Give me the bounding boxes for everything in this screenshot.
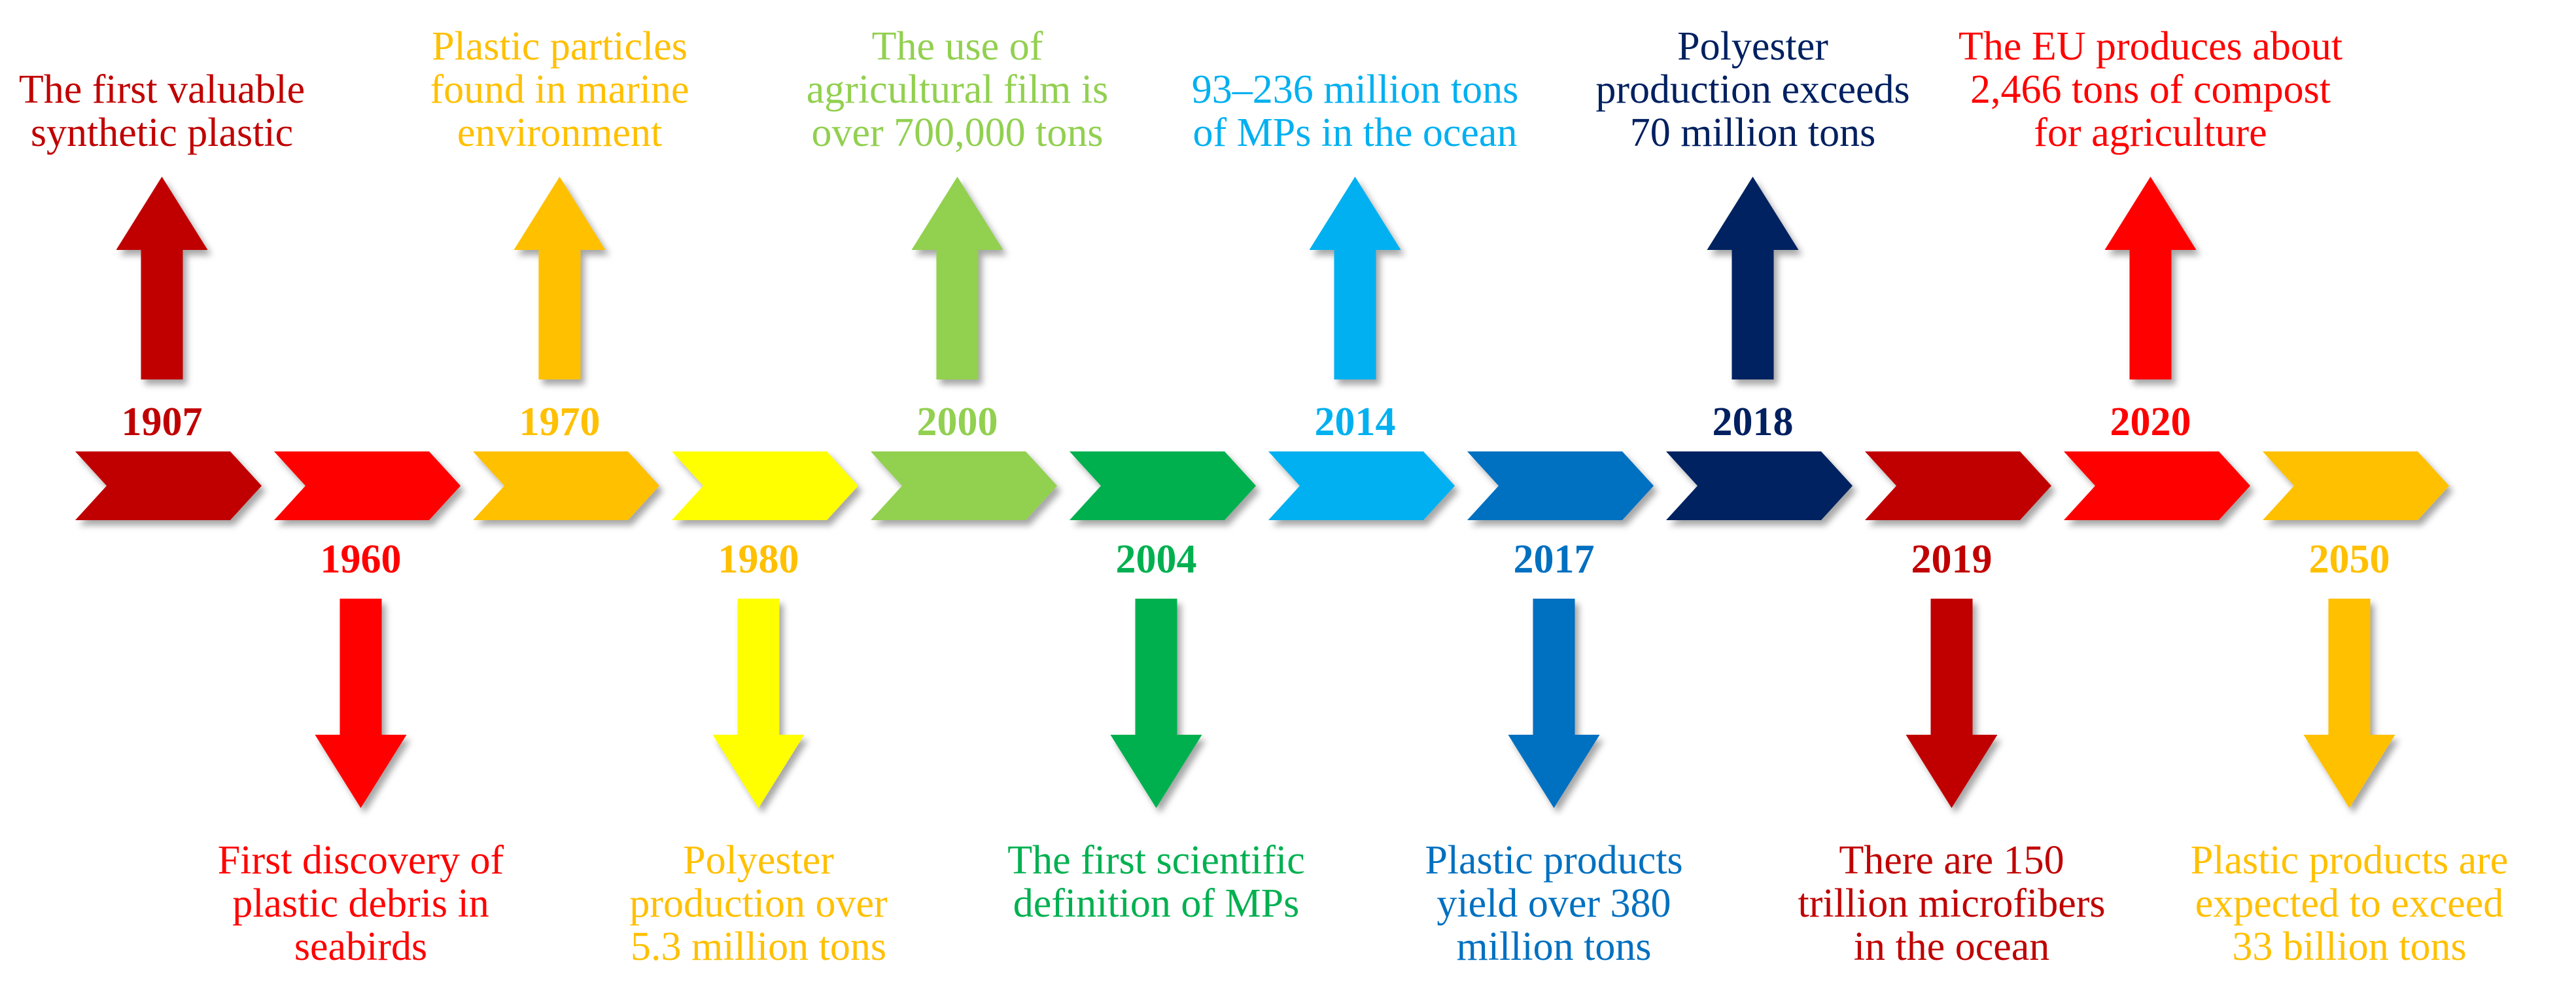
arrow-down-2050 [2303, 599, 2395, 808]
description-line: First discovery of [218, 838, 504, 883]
description-line: The first scientific [1007, 838, 1305, 883]
description-line: synthetic plastic [31, 111, 293, 155]
arrow-down-1960 [315, 599, 407, 808]
description-line: expected to exceed [2195, 881, 2504, 926]
arrow-down-2019 [1906, 599, 1998, 808]
arrow-up-2018 [1707, 177, 1799, 379]
event-description-2014: 93–236 million tons of MPs in the ocean [1192, 67, 1518, 155]
description-line: for agriculture [2034, 111, 2267, 155]
description-line: Plastic products are [2191, 838, 2509, 883]
event-description-1907: The first valuable synthetic plastic [19, 67, 305, 155]
arrow-up-2014 [1309, 177, 1401, 379]
chevron-2020 [2064, 451, 2250, 520]
description-line: The first valuable [19, 67, 305, 112]
chevron-1907 [75, 451, 262, 520]
chevron-1970 [473, 451, 659, 520]
chevron-2018 [1666, 451, 1853, 520]
description-line: plastic debris in [232, 881, 489, 926]
description-line: 70 million tons [1630, 111, 1875, 155]
description-line: definition of MPs [1013, 881, 1299, 926]
description-line: production exceeds [1595, 67, 1909, 112]
description-line: Polyester [1677, 24, 1828, 69]
description-line: Polyester [683, 838, 834, 883]
chevron-2050 [2263, 451, 2449, 520]
year-label-2019: 2019 [1911, 537, 1993, 582]
chevron-2014 [1268, 451, 1455, 520]
description-line: seabirds [294, 924, 427, 969]
description-line: 33 billion tons [2232, 924, 2466, 969]
description-line: in the ocean [1854, 924, 2050, 969]
chevron-2017 [1467, 451, 1654, 520]
arrow-up-2020 [2104, 177, 2197, 379]
chevron-row [75, 451, 2449, 520]
event-description-2050: Plastic products are expected to exceed 33… [2191, 838, 2509, 969]
event-description-2004: The first scientific definition of MPs [1007, 838, 1305, 926]
description-line: Plastic particles [432, 24, 688, 69]
year-label-2018: 2018 [1713, 400, 1794, 444]
event-description-2017: Plastic products yield over 380 million to… [1425, 838, 1682, 969]
description-line: There are 150 [1839, 838, 2064, 883]
description-line: The use of [872, 24, 1043, 69]
description-line: 5.3 million tons [631, 924, 886, 969]
chevron-2019 [1865, 451, 2051, 520]
year-label-1970: 1970 [519, 400, 600, 444]
arrow-down-2004 [1110, 599, 1202, 808]
year-label-1960: 1960 [321, 537, 402, 582]
description-line: Plastic products [1425, 838, 1682, 883]
arrow-up-1970 [513, 177, 606, 379]
year-label-2014: 2014 [1315, 400, 1396, 444]
event-description-2019: There are 150 trillion microfibers in the … [1798, 838, 2105, 969]
description-line: found in marine [430, 67, 689, 112]
event-description-2018: Polyester production exceeds 70 million to… [1595, 24, 1909, 155]
description-line: 93–236 million tons [1192, 67, 1518, 112]
chevron-1960 [274, 451, 461, 520]
arrow-down-2017 [1508, 599, 1600, 808]
chevron-2000 [871, 451, 1057, 520]
description-line: of MPs in the ocean [1193, 111, 1518, 155]
description-line: million tons [1457, 924, 1652, 969]
year-label-1980: 1980 [718, 537, 799, 582]
description-line: The EU produces about [1958, 24, 2342, 69]
event-description-2020: The EU produces about 2,466 tons of compo… [1958, 24, 2342, 155]
chevron-1980 [672, 451, 858, 520]
arrow-layer [116, 177, 2395, 808]
description-line: production over [629, 881, 888, 926]
description-line: agricultural film is [807, 67, 1108, 112]
year-label-1907: 1907 [122, 400, 203, 444]
event-description-1980: Polyester production over 5.3 million tons [629, 838, 888, 969]
event-description-1960: First discovery of plastic debris in seabi… [218, 838, 504, 969]
description-line: environment [457, 111, 662, 155]
year-label-2017: 2017 [1514, 537, 1595, 582]
description-line: over 700,000 tons [811, 111, 1103, 155]
year-label-2004: 2004 [1116, 537, 1197, 582]
event-description-2000: The use of agricultural film is over 700,0… [807, 24, 1108, 155]
description-line: yield over 380 [1436, 881, 1671, 926]
arrow-up-2000 [911, 177, 1003, 379]
chevron-2004 [1070, 451, 1256, 520]
event-description-1970: Plastic particles found in marine environm… [430, 24, 689, 155]
label-layer: 1907 The first valuable synthetic plastic 1… [19, 24, 2508, 969]
year-label-2000: 2000 [917, 400, 998, 444]
description-line: trillion microfibers [1798, 881, 2105, 926]
description-line: 2,466 tons of compost [1970, 67, 2331, 112]
year-label-2050: 2050 [2309, 537, 2390, 582]
arrow-down-1980 [712, 599, 805, 808]
year-label-2020: 2020 [2110, 400, 2191, 444]
arrow-up-1907 [116, 177, 208, 379]
